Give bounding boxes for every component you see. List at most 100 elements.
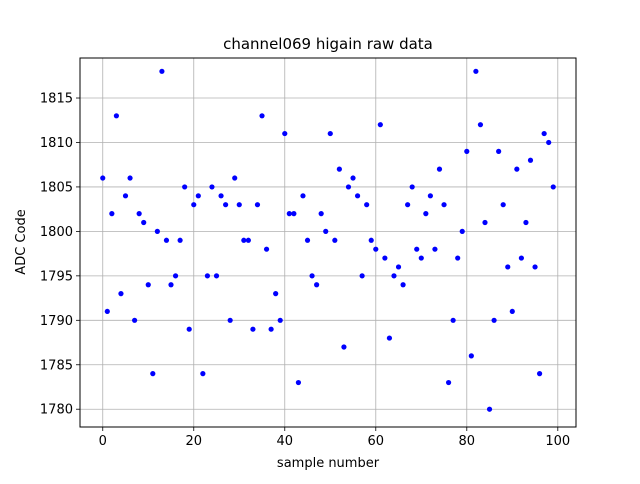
data-point: [345, 184, 352, 190]
data-point: [132, 317, 138, 323]
data-point: [286, 211, 292, 217]
x-axis-label: sample number: [277, 456, 380, 471]
data-point: [541, 130, 547, 137]
data-point: [282, 130, 288, 137]
data-point: [477, 122, 484, 128]
data-point: [254, 202, 261, 208]
data-point: [386, 335, 393, 341]
data-point: [141, 219, 147, 226]
data-point: [300, 193, 306, 199]
y-tick-label: 1780: [40, 403, 73, 418]
data-point: [318, 211, 324, 217]
x-tick-label: 100: [545, 434, 570, 449]
data-point: [273, 291, 279, 297]
data-point: [100, 175, 106, 181]
data-point: [445, 379, 452, 386]
data-point: [486, 406, 493, 412]
data-point: [382, 255, 388, 261]
data-point: [550, 184, 556, 190]
data-point: [223, 202, 229, 208]
data-point: [546, 139, 552, 146]
data-point: [418, 255, 424, 261]
data-point: [154, 228, 160, 234]
data-point: [213, 273, 220, 279]
data-point: [200, 371, 206, 377]
data-point: [204, 273, 211, 279]
data-point: [177, 237, 183, 243]
data-point: [245, 237, 251, 243]
data-point: [409, 184, 415, 190]
data-point: [268, 326, 274, 332]
data-point: [250, 326, 256, 332]
x-tick-label: 0: [99, 434, 107, 449]
data-point: [336, 166, 342, 172]
x-axis-ticks: 0 20 40 60 80 100: [99, 427, 570, 449]
data-point: [332, 237, 338, 243]
data-point: [482, 219, 488, 226]
y-tick-label: 1785: [40, 358, 73, 373]
y-tick-label: 1810: [40, 136, 73, 151]
data-point: [191, 202, 197, 208]
data-point: [122, 193, 129, 199]
data-point: [509, 308, 515, 315]
data-point: [118, 291, 124, 297]
data-point: [227, 317, 233, 323]
data-point: [536, 371, 543, 377]
data-point: [359, 273, 365, 279]
data-points: [100, 68, 556, 412]
data-point: [291, 211, 297, 217]
data-point: [450, 317, 456, 323]
data-point: [354, 193, 361, 199]
data-point: [314, 282, 320, 288]
data-point: [232, 175, 238, 181]
y-tick-label: 1805: [40, 180, 73, 195]
data-point: [323, 228, 329, 234]
x-tick-label: 80: [459, 434, 476, 449]
data-point: [455, 255, 461, 261]
data-point: [182, 184, 188, 190]
data-point: [395, 264, 402, 270]
data-point: [523, 219, 529, 226]
y-tick-label: 1795: [40, 269, 73, 284]
data-point: [459, 228, 465, 234]
data-point: [236, 202, 242, 208]
data-point: [500, 202, 506, 208]
data-point: [432, 246, 438, 252]
data-point: [172, 273, 179, 279]
data-point: [218, 193, 224, 199]
y-tick-label: 1800: [40, 225, 73, 240]
data-point: [195, 193, 201, 199]
data-point: [113, 113, 120, 119]
x-tick-label: 40: [276, 434, 293, 449]
x-tick-label: 20: [185, 434, 202, 449]
data-point: [241, 237, 247, 243]
data-point: [473, 68, 479, 74]
y-tick-label: 1815: [40, 92, 73, 107]
data-point: [400, 282, 406, 288]
data-point: [209, 184, 215, 190]
data-point: [468, 353, 474, 359]
data-point: [441, 202, 447, 208]
y-axis-ticks: 1780 1785 1790 1795 1800 1805 1810 1815: [40, 92, 80, 418]
data-point: [145, 282, 151, 288]
data-point: [259, 113, 265, 119]
data-point: [350, 175, 356, 181]
data-point: [277, 317, 283, 323]
data-point: [263, 246, 270, 252]
data-point: [436, 166, 443, 172]
data-point: [518, 255, 524, 261]
data-point: [136, 211, 142, 217]
data-point: [186, 326, 192, 332]
data-point: [514, 166, 520, 172]
data-point: [168, 282, 174, 288]
data-point: [104, 308, 110, 315]
data-point: [391, 273, 397, 279]
data-point: [109, 211, 115, 217]
plot-frame: [79, 57, 577, 428]
data-point: [427, 193, 433, 199]
data-point: [377, 122, 383, 128]
data-point: [304, 237, 311, 243]
y-axis-label: ADC Code: [14, 209, 29, 274]
